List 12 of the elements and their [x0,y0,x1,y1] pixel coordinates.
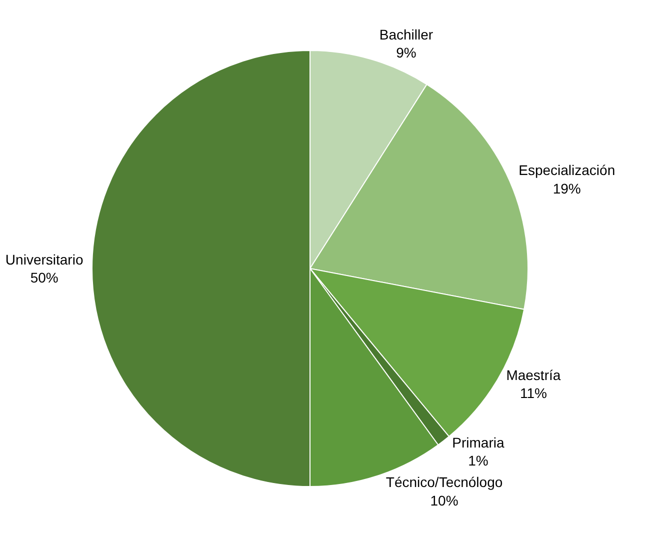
slice-label: Universitario [5,251,84,268]
slice-label: Especialización [518,162,616,178]
slice-label: Técnico/Tecnólogo [386,474,503,490]
data-label: 11% [520,385,547,401]
slice-label: Primaria [452,434,504,450]
data-label: 19% [552,180,581,196]
slice-label: Maestría [506,366,561,383]
data-label: 10% [430,492,458,508]
data-label: 50% [30,270,58,286]
data-label: 9% [396,44,416,60]
slice-label: Bachiller [379,26,434,42]
data-label: 1% [468,452,488,469]
